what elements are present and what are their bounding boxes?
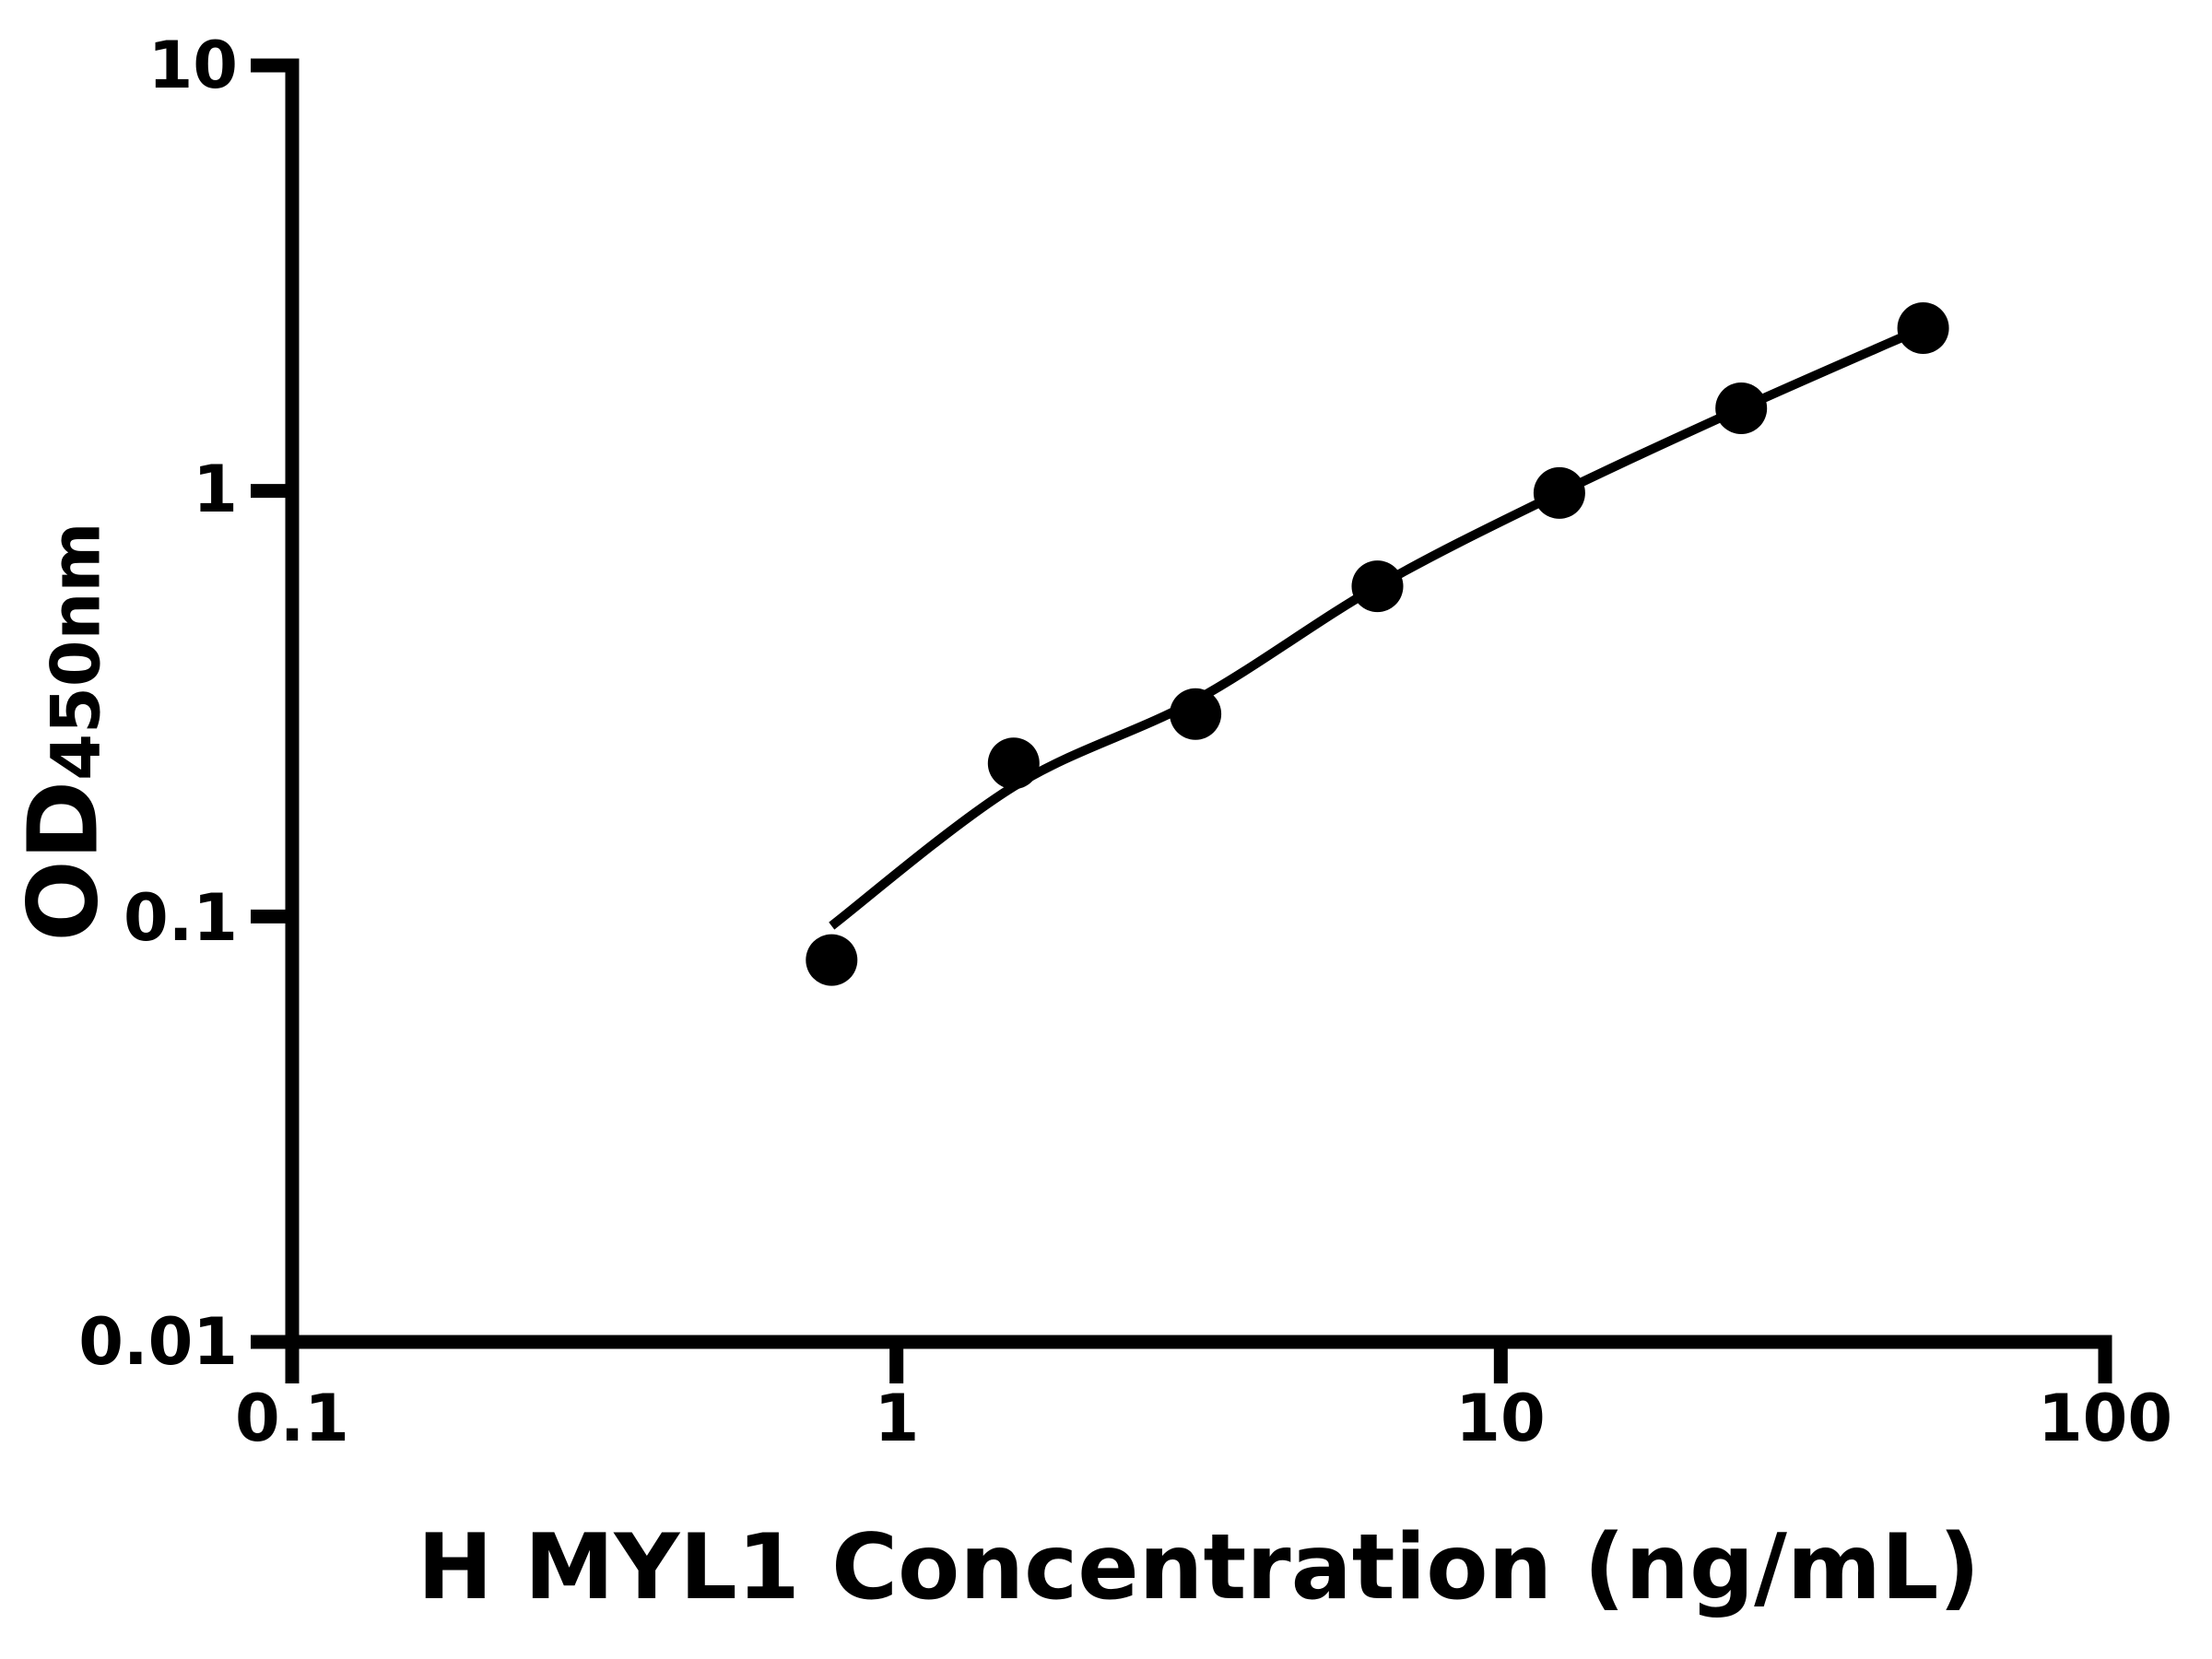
y-tick-label-0-1: 0.1 (123, 880, 238, 956)
y-axis-title-main: OD (6, 780, 120, 942)
x-tick-label-1: 1 (874, 1381, 920, 1456)
y-tick-label-0-01: 0.01 (78, 1304, 238, 1380)
data-point (1170, 688, 1222, 740)
x-tick-label-10: 10 (1455, 1381, 1546, 1456)
y-axis-title: OD450nm (7, 522, 125, 941)
data-point (806, 934, 858, 986)
y-axis-title-subscript: 450nm (37, 522, 116, 781)
x-tick-label-100: 100 (2037, 1381, 2173, 1456)
x-axis-title: H MYL1 Concentration (ng/mL) (417, 1515, 1981, 1620)
data-point (987, 737, 1040, 790)
data-point (1715, 382, 1768, 434)
x-tick-label-0-1: 0.1 (234, 1381, 349, 1456)
y-tick-label-10: 10 (147, 28, 238, 103)
data-point (1351, 560, 1404, 613)
data-point (1533, 466, 1585, 519)
y-tick-label-1: 1 (193, 452, 238, 527)
data-point (1897, 302, 1949, 354)
